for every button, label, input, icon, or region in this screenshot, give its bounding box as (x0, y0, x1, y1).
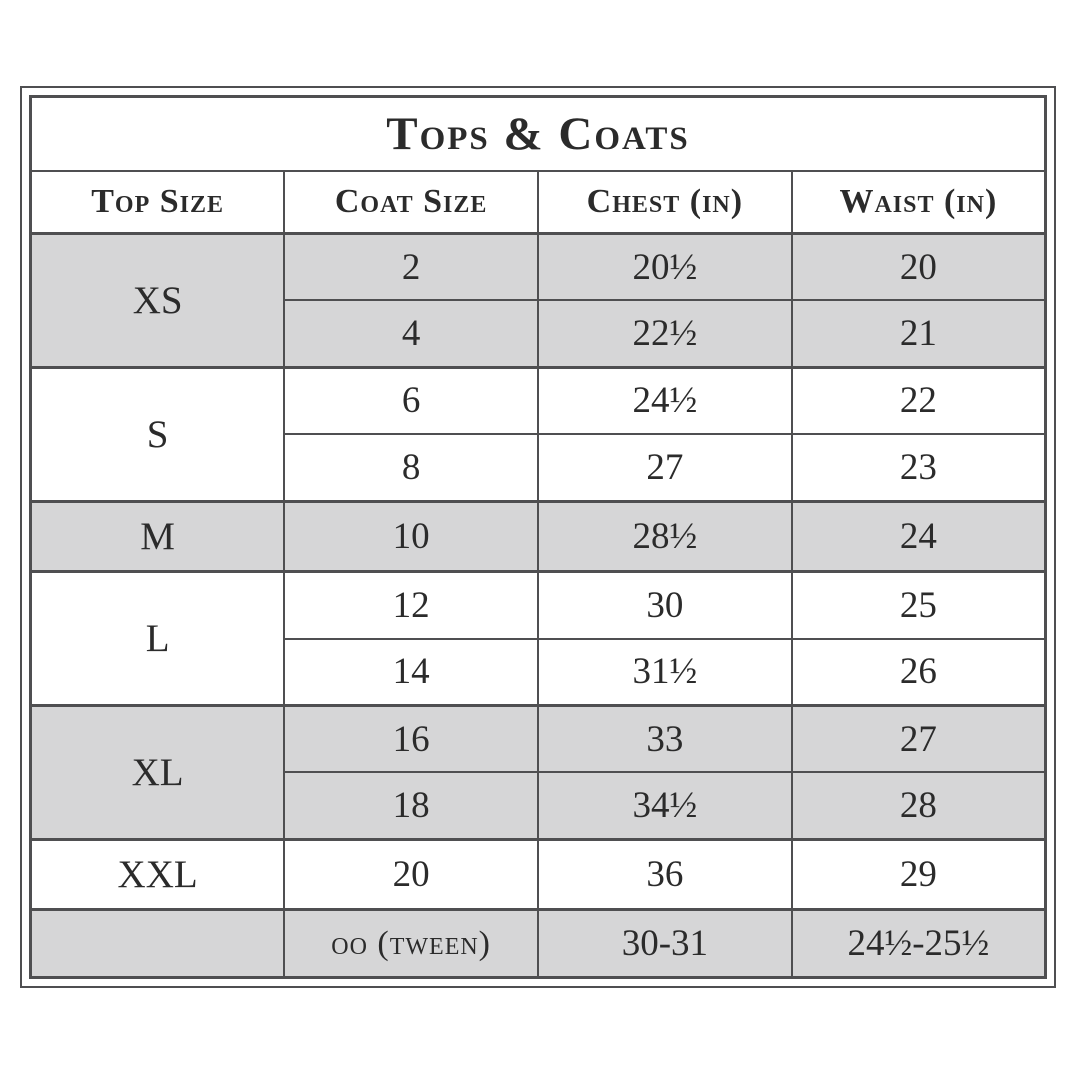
table-row: Top Size Coat Size Chest (in) Waist (in) (29, 170, 1047, 235)
column-header-top-size: Top Size (29, 170, 286, 235)
coat-size-cell-tween: oo (tween) (283, 908, 539, 979)
chest-cell: 31½ (537, 637, 793, 707)
coat-size-cell: 20 (283, 837, 539, 911)
table-row: L 12 30 25 (29, 570, 1047, 707)
top-size-cell-m: M (29, 499, 286, 573)
chest-cell: 33 (537, 703, 793, 774)
chest-cell: 34½ (537, 771, 793, 841)
waist-cell: 27 (790, 703, 1047, 774)
top-size-cell-xs: XS (29, 232, 286, 369)
top-size-cell-xxl: XXL (29, 837, 286, 911)
column-header-waist: Waist (in) (790, 170, 1047, 235)
coat-size-cell: 12 (283, 570, 539, 640)
coat-size-cell: 4 (283, 299, 539, 369)
top-size-cell-l: L (29, 570, 286, 707)
column-header-coat-size: Coat Size (283, 170, 539, 235)
waist-cell: 28 (790, 771, 1047, 841)
waist-cell: 23 (790, 433, 1047, 503)
table-row: 8 27 23 (31, 433, 1047, 503)
waist-cell: 22 (790, 365, 1047, 436)
size-chart-table: Tops & Coats Top Size Coat Size Chest (i… (29, 95, 1047, 979)
table-row: oo (tween) 30-31 24½-25½ (29, 908, 1047, 979)
waist-cell: 20 (790, 232, 1047, 302)
column-header-chest: Chest (in) (537, 170, 793, 235)
table-row: XS 2 20½ 20 (29, 232, 1047, 369)
chest-cell: 36 (537, 837, 793, 911)
waist-cell: 24 (790, 499, 1047, 573)
chest-cell: 24½ (537, 365, 793, 436)
coat-size-cell: 8 (283, 433, 539, 503)
table-row: 14 31½ 26 (31, 637, 1047, 707)
table-row: S 6 24½ 22 (29, 365, 1047, 503)
coat-size-cell: 14 (283, 637, 539, 707)
table-row: 18 34½ 28 (31, 771, 1047, 841)
coat-size-cell: 16 (283, 703, 539, 774)
waist-cell: 24½-25½ (790, 908, 1047, 979)
top-size-cell-xl: XL (29, 703, 286, 841)
chest-cell: 27 (537, 433, 793, 503)
table-row: M 10 28½ 24 (29, 499, 1047, 573)
table-row: XXL 20 36 29 (29, 837, 1047, 911)
waist-cell: 25 (790, 570, 1047, 640)
coat-size-cell: 18 (283, 771, 539, 841)
waist-cell: 21 (790, 299, 1047, 369)
top-size-cell-s: S (29, 365, 286, 503)
coat-size-cell: 10 (283, 499, 539, 573)
table-row: XL 16 33 27 (29, 703, 1047, 841)
top-size-cell-empty (29, 908, 286, 979)
chest-cell: 20½ (537, 232, 793, 302)
coat-size-cell: 2 (283, 232, 539, 302)
table-row: Tops & Coats (29, 95, 1047, 172)
waist-cell: 26 (790, 637, 1047, 707)
size-chart-frame: Tops & Coats Top Size Coat Size Chest (i… (20, 86, 1056, 988)
chest-cell: 28½ (537, 499, 793, 573)
chest-cell: 30-31 (537, 908, 793, 979)
chest-cell: 22½ (537, 299, 793, 369)
table-title: Tops & Coats (29, 95, 1047, 172)
coat-size-cell: 6 (283, 365, 539, 436)
table-row: 4 22½ 21 (31, 299, 1047, 369)
waist-cell: 29 (790, 837, 1047, 911)
chest-cell: 30 (537, 570, 793, 640)
